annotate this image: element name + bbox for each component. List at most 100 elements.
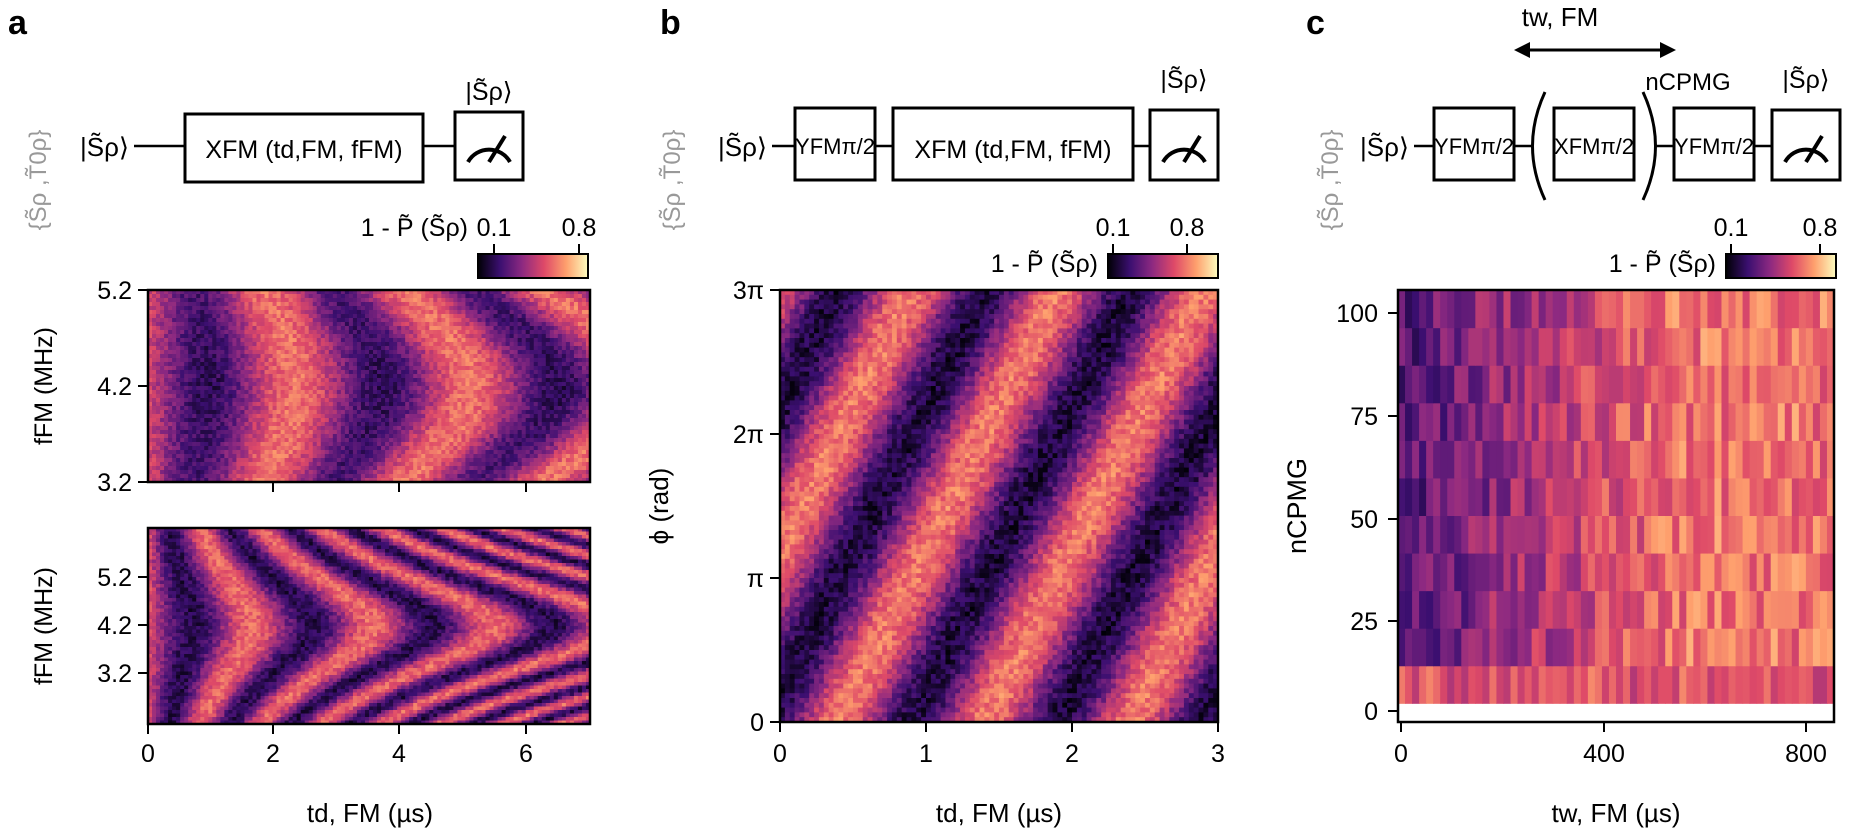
heatmap-cell: [389, 354, 394, 359]
heatmap-cell: [284, 370, 290, 375]
heatmap-cell: [276, 454, 282, 459]
heatmap-cell: [180, 290, 185, 295]
heatmap-cell: [272, 302, 278, 307]
heatmap-cell: [461, 414, 467, 419]
heatmap-cell: [473, 326, 479, 331]
heatmap-cell: [533, 442, 539, 447]
heatmap-cell: [280, 334, 286, 339]
heatmap-cell: [413, 306, 418, 311]
heatmap-cell: [236, 442, 242, 447]
heatmap-cell: [320, 342, 326, 347]
heatmap-cell: [292, 314, 298, 319]
heatmap-cell: [417, 466, 422, 471]
heatmap-cell: [565, 426, 571, 431]
heatmap-cell: [457, 446, 463, 451]
heatmap-cell: [192, 470, 197, 475]
heatmap-cell: [360, 466, 366, 471]
heatmap-cell: [433, 310, 438, 315]
heatmap-cell: [192, 354, 197, 359]
heatmap-cell: [320, 458, 326, 463]
heatmap-cell: [585, 338, 591, 343]
heatmap-cell: [533, 322, 539, 327]
heatmap-cell: [328, 302, 334, 307]
heatmap-cell: [501, 294, 507, 299]
heatmap-cell: [537, 378, 543, 383]
heatmap-cell: [172, 394, 177, 399]
heatmap-cell: [172, 470, 177, 475]
heatmap-cell: [264, 290, 270, 295]
heatmap-cell: [212, 342, 217, 347]
heatmap-cell: [509, 434, 515, 439]
heatmap-cell: [252, 426, 258, 431]
heatmap-cell: [340, 446, 346, 451]
heatmap-cell: [244, 446, 250, 451]
heatmap-cell: [457, 342, 463, 347]
heatmap-cell: [385, 434, 390, 439]
heatmap-cell: [569, 302, 575, 307]
heatmap-cell: [156, 370, 161, 375]
heatmap-cell: [453, 434, 458, 439]
heatmap-cell: [585, 326, 591, 331]
heatmap-cell: [369, 422, 374, 427]
heatmap-cell: [356, 362, 362, 367]
heatmap-cell: [557, 310, 563, 315]
heatmap-cell: [541, 370, 547, 375]
heatmap-cell: [348, 338, 354, 343]
heatmap-cell: [553, 450, 559, 455]
heatmap-cell: [473, 414, 479, 419]
heatmap-cell: [248, 406, 254, 411]
heatmap-cell: [581, 330, 587, 335]
heatmap-cell: [196, 370, 201, 375]
heatmap-cell: [493, 402, 499, 407]
heatmap-cell: [316, 430, 322, 435]
heatmap-cell: [160, 338, 165, 343]
heatmap-cell: [364, 374, 370, 379]
heatmap-cell: [377, 362, 382, 367]
heatmap-cell: [581, 430, 587, 435]
heatmap-cell: [216, 350, 221, 355]
heatmap-cell: [180, 326, 185, 331]
heatmap-cell: [409, 386, 414, 391]
heatmap-cell: [356, 414, 362, 419]
heatmap-cell: [505, 386, 511, 391]
heatmap-cell: [501, 358, 507, 363]
heatmap-cell: [525, 454, 531, 459]
heatmap-cell: [196, 462, 201, 467]
heatmap-cell: [513, 366, 519, 371]
heatmap-cell: [381, 298, 386, 303]
heatmap-cell: [212, 446, 217, 451]
heatmap-cell: [541, 414, 547, 419]
heatmap-cell: [489, 382, 495, 387]
heatmap-cell: [425, 326, 430, 331]
heatmap-cell: [268, 302, 274, 307]
heatmap-cell: [425, 370, 430, 375]
heatmap-cell: [184, 302, 189, 307]
heatmap-cell: [184, 466, 189, 471]
heatmap-cell: [485, 330, 491, 335]
heatmap-cell: [525, 310, 531, 315]
heatmap-cell: [549, 458, 555, 463]
heatmap-cell: [493, 430, 499, 435]
heatmap-cell: [417, 450, 422, 455]
heatmap-cell: [260, 382, 266, 387]
heatmap-cell: [292, 330, 298, 335]
heatmap-cell: [360, 386, 366, 391]
heatmap-cell: [373, 382, 378, 387]
heatmap-cell: [288, 314, 294, 319]
heatmap-cell: [208, 430, 213, 435]
heatmap-cell: [248, 434, 254, 439]
heatmap-cell: [164, 322, 169, 327]
heatmap-cell: [308, 422, 314, 427]
heatmap-cell: [192, 298, 197, 303]
heatmap-cell: [461, 450, 467, 455]
heatmap-cell: [501, 314, 507, 319]
heatmap-cell: [473, 442, 479, 447]
heatmap-cell: [304, 382, 310, 387]
heatmap-cell: [348, 314, 354, 319]
heatmap-cell: [268, 454, 274, 459]
heatmap-cell: [537, 430, 543, 435]
heatmap-cell: [240, 358, 246, 363]
heatmap-cell: [449, 314, 454, 319]
heatmap-cell: [573, 438, 579, 443]
heatmap-cell: [236, 394, 242, 399]
